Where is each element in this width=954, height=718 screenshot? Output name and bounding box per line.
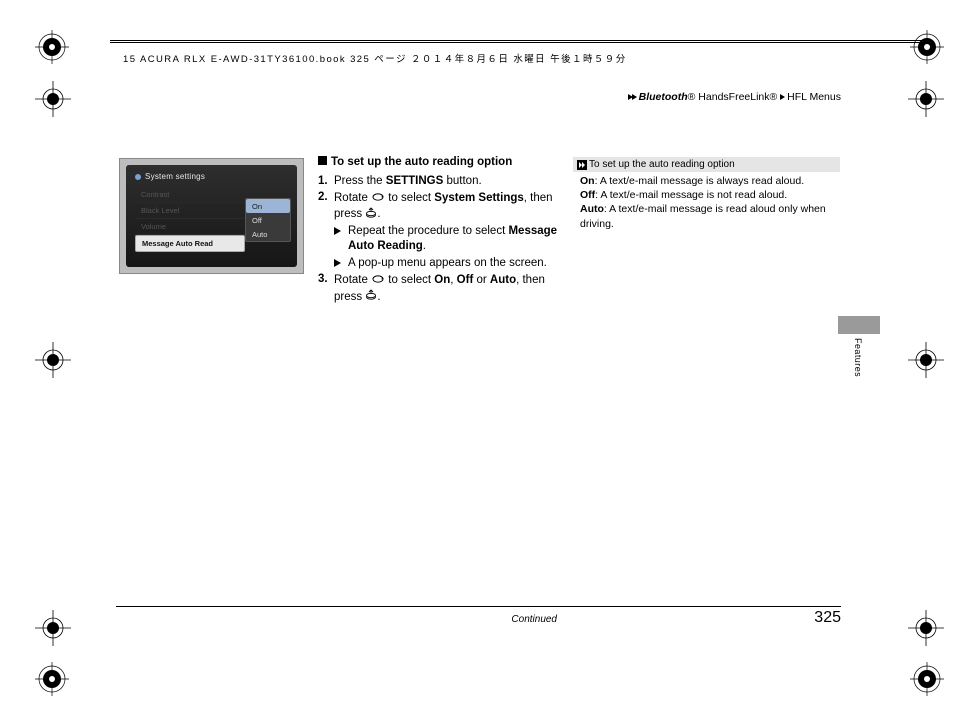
section-tab-label: Features xyxy=(853,338,863,377)
continued-label: Continued xyxy=(511,614,557,625)
section-heading: To set up the auto reading option xyxy=(318,155,558,171)
info-line: On: A text/e-mail message is always read… xyxy=(580,174,835,188)
step-text-bold: Auto xyxy=(490,274,516,286)
info-label: On xyxy=(580,175,595,187)
info-box-header: To set up the auto reading option xyxy=(573,157,840,172)
crosshair-mark xyxy=(908,342,944,378)
step-body: Rotate to select System Settings, then p… xyxy=(334,190,558,223)
info-text: : A text/e-mail message is not read alou… xyxy=(595,189,787,201)
crosshair-mark xyxy=(908,81,944,117)
info-line: Auto: A text/e-mail message is read alou… xyxy=(580,202,835,230)
breadcrumb-reg: ® xyxy=(770,91,778,103)
screenshot-menu-item: Volume xyxy=(135,219,245,235)
rotate-knob-icon xyxy=(371,272,385,288)
step-text: . xyxy=(377,208,380,220)
breadcrumb: Bluetooth® HandsFreeLink® HFL Menus xyxy=(628,91,841,103)
page-number: 325 xyxy=(814,609,841,627)
sub-body: Repeat the procedure to select Message A… xyxy=(348,224,558,255)
triangle-icon xyxy=(334,227,341,235)
step-text: Press the xyxy=(334,175,386,187)
header-rule xyxy=(110,40,928,43)
step-text: to select xyxy=(385,192,434,204)
screenshot-title: System settings xyxy=(135,172,205,181)
info-box-title: To set up the auto reading option xyxy=(589,159,735,170)
double-chevron-icon xyxy=(577,160,587,170)
info-text: : A text/e-mail message is always read a… xyxy=(595,175,805,187)
step-number: 2. xyxy=(318,190,334,223)
step-text: . xyxy=(423,240,426,252)
step-2-sub1: Repeat the procedure to select Message A… xyxy=(334,224,558,255)
section-tab-marker xyxy=(838,316,880,334)
step-2-sub2: A pop-up menu appears on the screen. xyxy=(334,256,558,272)
registration-mark-bl xyxy=(35,662,69,696)
triangle-icon xyxy=(334,259,341,267)
screenshot-option: On xyxy=(246,199,290,213)
screenshot-menu-item: Black Level xyxy=(135,203,245,219)
system-settings-screenshot: System settings Contrast Black Level Vol… xyxy=(119,158,304,274)
crosshair-mark xyxy=(35,610,71,646)
step-text: button. xyxy=(443,175,481,187)
info-label: Off xyxy=(580,189,595,201)
step-number: 3. xyxy=(318,272,334,305)
step-text: Rotate xyxy=(334,274,371,286)
section-heading-text: To set up the auto reading option xyxy=(331,156,512,168)
step-text-bold: SETTINGS xyxy=(386,175,444,187)
screenshot-menu-list: Contrast Black Level Volume Message Auto… xyxy=(135,187,245,252)
step-body: Press the SETTINGS button. xyxy=(334,174,558,190)
step-1: 1. Press the SETTINGS button. xyxy=(318,174,558,190)
crosshair-mark xyxy=(908,610,944,646)
step-2: 2. Rotate to select System Settings, the… xyxy=(318,190,558,223)
registration-mark-br xyxy=(910,662,944,696)
square-bullet-icon xyxy=(318,156,327,165)
info-line: Off: A text/e-mail message is not read a… xyxy=(580,188,835,202)
screenshot-option: Auto xyxy=(246,227,290,241)
step-text-bold: On xyxy=(434,274,450,286)
step-text-bold: Off xyxy=(457,274,474,286)
step-3: 3. Rotate to select On, Off or Auto, the… xyxy=(318,272,558,305)
breadcrumb-menus: HFL Menus xyxy=(787,91,841,103)
step-text: Rotate xyxy=(334,192,371,204)
crosshair-mark xyxy=(35,342,71,378)
screenshot-options-popup: On Off Auto xyxy=(245,198,291,242)
registration-mark-tl xyxy=(35,30,69,64)
registration-mark-tr xyxy=(910,30,944,64)
sub-body: A pop-up menu appears on the screen. xyxy=(348,256,547,272)
screenshot-menu-item-active: Message Auto Read xyxy=(135,235,245,252)
triangle-icon xyxy=(780,94,785,100)
instructions-column: To set up the auto reading option 1. Pre… xyxy=(318,155,558,306)
triangle-icon xyxy=(632,94,637,100)
info-label: Auto xyxy=(580,203,604,215)
breadcrumb-bluetooth: Bluetooth xyxy=(639,91,688,103)
breadcrumb-hfl: HandsFreeLink xyxy=(695,91,769,103)
step-text: . xyxy=(377,290,380,302)
step-text: to select xyxy=(385,274,434,286)
footer-rule xyxy=(116,606,841,607)
step-text-bold: System Settings xyxy=(434,192,523,204)
step-text: Repeat the procedure to select xyxy=(348,225,508,237)
step-text: or xyxy=(473,274,490,286)
press-button-icon xyxy=(365,289,377,305)
info-text: : A text/e-mail message is read aloud on… xyxy=(580,203,826,229)
screenshot-menu-item: Contrast xyxy=(135,187,245,203)
crosshair-mark xyxy=(35,81,71,117)
press-button-icon xyxy=(365,206,377,222)
step-number: 1. xyxy=(318,174,334,190)
book-header-text: 15 ACURA RLX E-AWD-31TY36100.book 325 ペー… xyxy=(123,51,627,65)
screenshot-option: Off xyxy=(246,213,290,227)
rotate-knob-icon xyxy=(371,190,385,206)
step-body: Rotate to select On, Off or Auto, then p… xyxy=(334,272,558,305)
info-box-body: On: A text/e-mail message is always read… xyxy=(580,174,835,231)
